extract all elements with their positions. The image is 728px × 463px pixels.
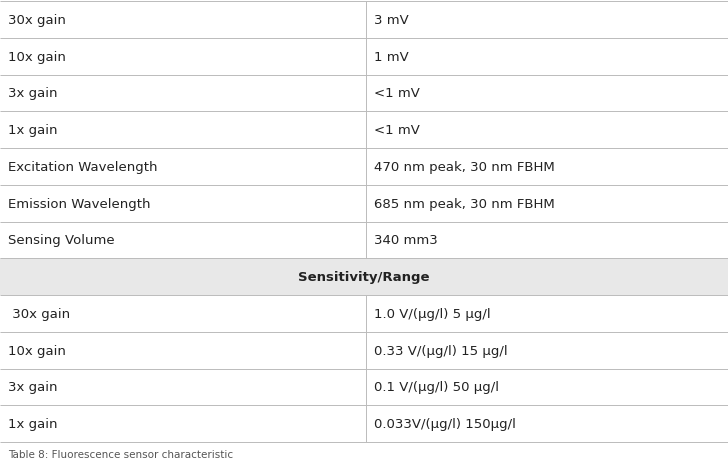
Text: Emission Wavelength: Emission Wavelength <box>8 197 151 210</box>
Text: Sensitivity/Range: Sensitivity/Range <box>298 270 430 283</box>
Text: 1x gain: 1x gain <box>8 417 58 430</box>
Text: 685 nm peak, 30 nm FBHM: 685 nm peak, 30 nm FBHM <box>374 197 555 210</box>
Bar <box>0 259 728 295</box>
Text: 1 mV: 1 mV <box>374 50 409 63</box>
Text: 0.1 V/(μg/l) 50 μg/l: 0.1 V/(μg/l) 50 μg/l <box>374 381 499 394</box>
Text: 470 nm peak, 30 nm FBHM: 470 nm peak, 30 nm FBHM <box>374 161 555 174</box>
Text: 3x gain: 3x gain <box>8 87 58 100</box>
Text: 3 mV: 3 mV <box>374 14 409 27</box>
Text: 0.33 V/(μg/l) 15 μg/l: 0.33 V/(μg/l) 15 μg/l <box>374 344 508 357</box>
Text: 1x gain: 1x gain <box>8 124 58 137</box>
Text: 30x gain: 30x gain <box>8 307 70 320</box>
Text: 3x gain: 3x gain <box>8 381 58 394</box>
Text: 1.0 V/(μg/l) 5 μg/l: 1.0 V/(μg/l) 5 μg/l <box>374 307 491 320</box>
Text: <1 mV: <1 mV <box>374 87 420 100</box>
Text: 10x gain: 10x gain <box>8 50 66 63</box>
Text: Excitation Wavelength: Excitation Wavelength <box>8 161 157 174</box>
Text: 340 mm3: 340 mm3 <box>374 234 438 247</box>
Text: 10x gain: 10x gain <box>8 344 66 357</box>
Text: 30x gain: 30x gain <box>8 14 66 27</box>
Text: Sensing Volume: Sensing Volume <box>8 234 114 247</box>
Text: <1 mV: <1 mV <box>374 124 420 137</box>
Text: 0.033V/(μg/l) 150μg/l: 0.033V/(μg/l) 150μg/l <box>374 417 516 430</box>
Text: Table 8: Fluorescence sensor characteristic: Table 8: Fluorescence sensor characteris… <box>8 449 233 459</box>
